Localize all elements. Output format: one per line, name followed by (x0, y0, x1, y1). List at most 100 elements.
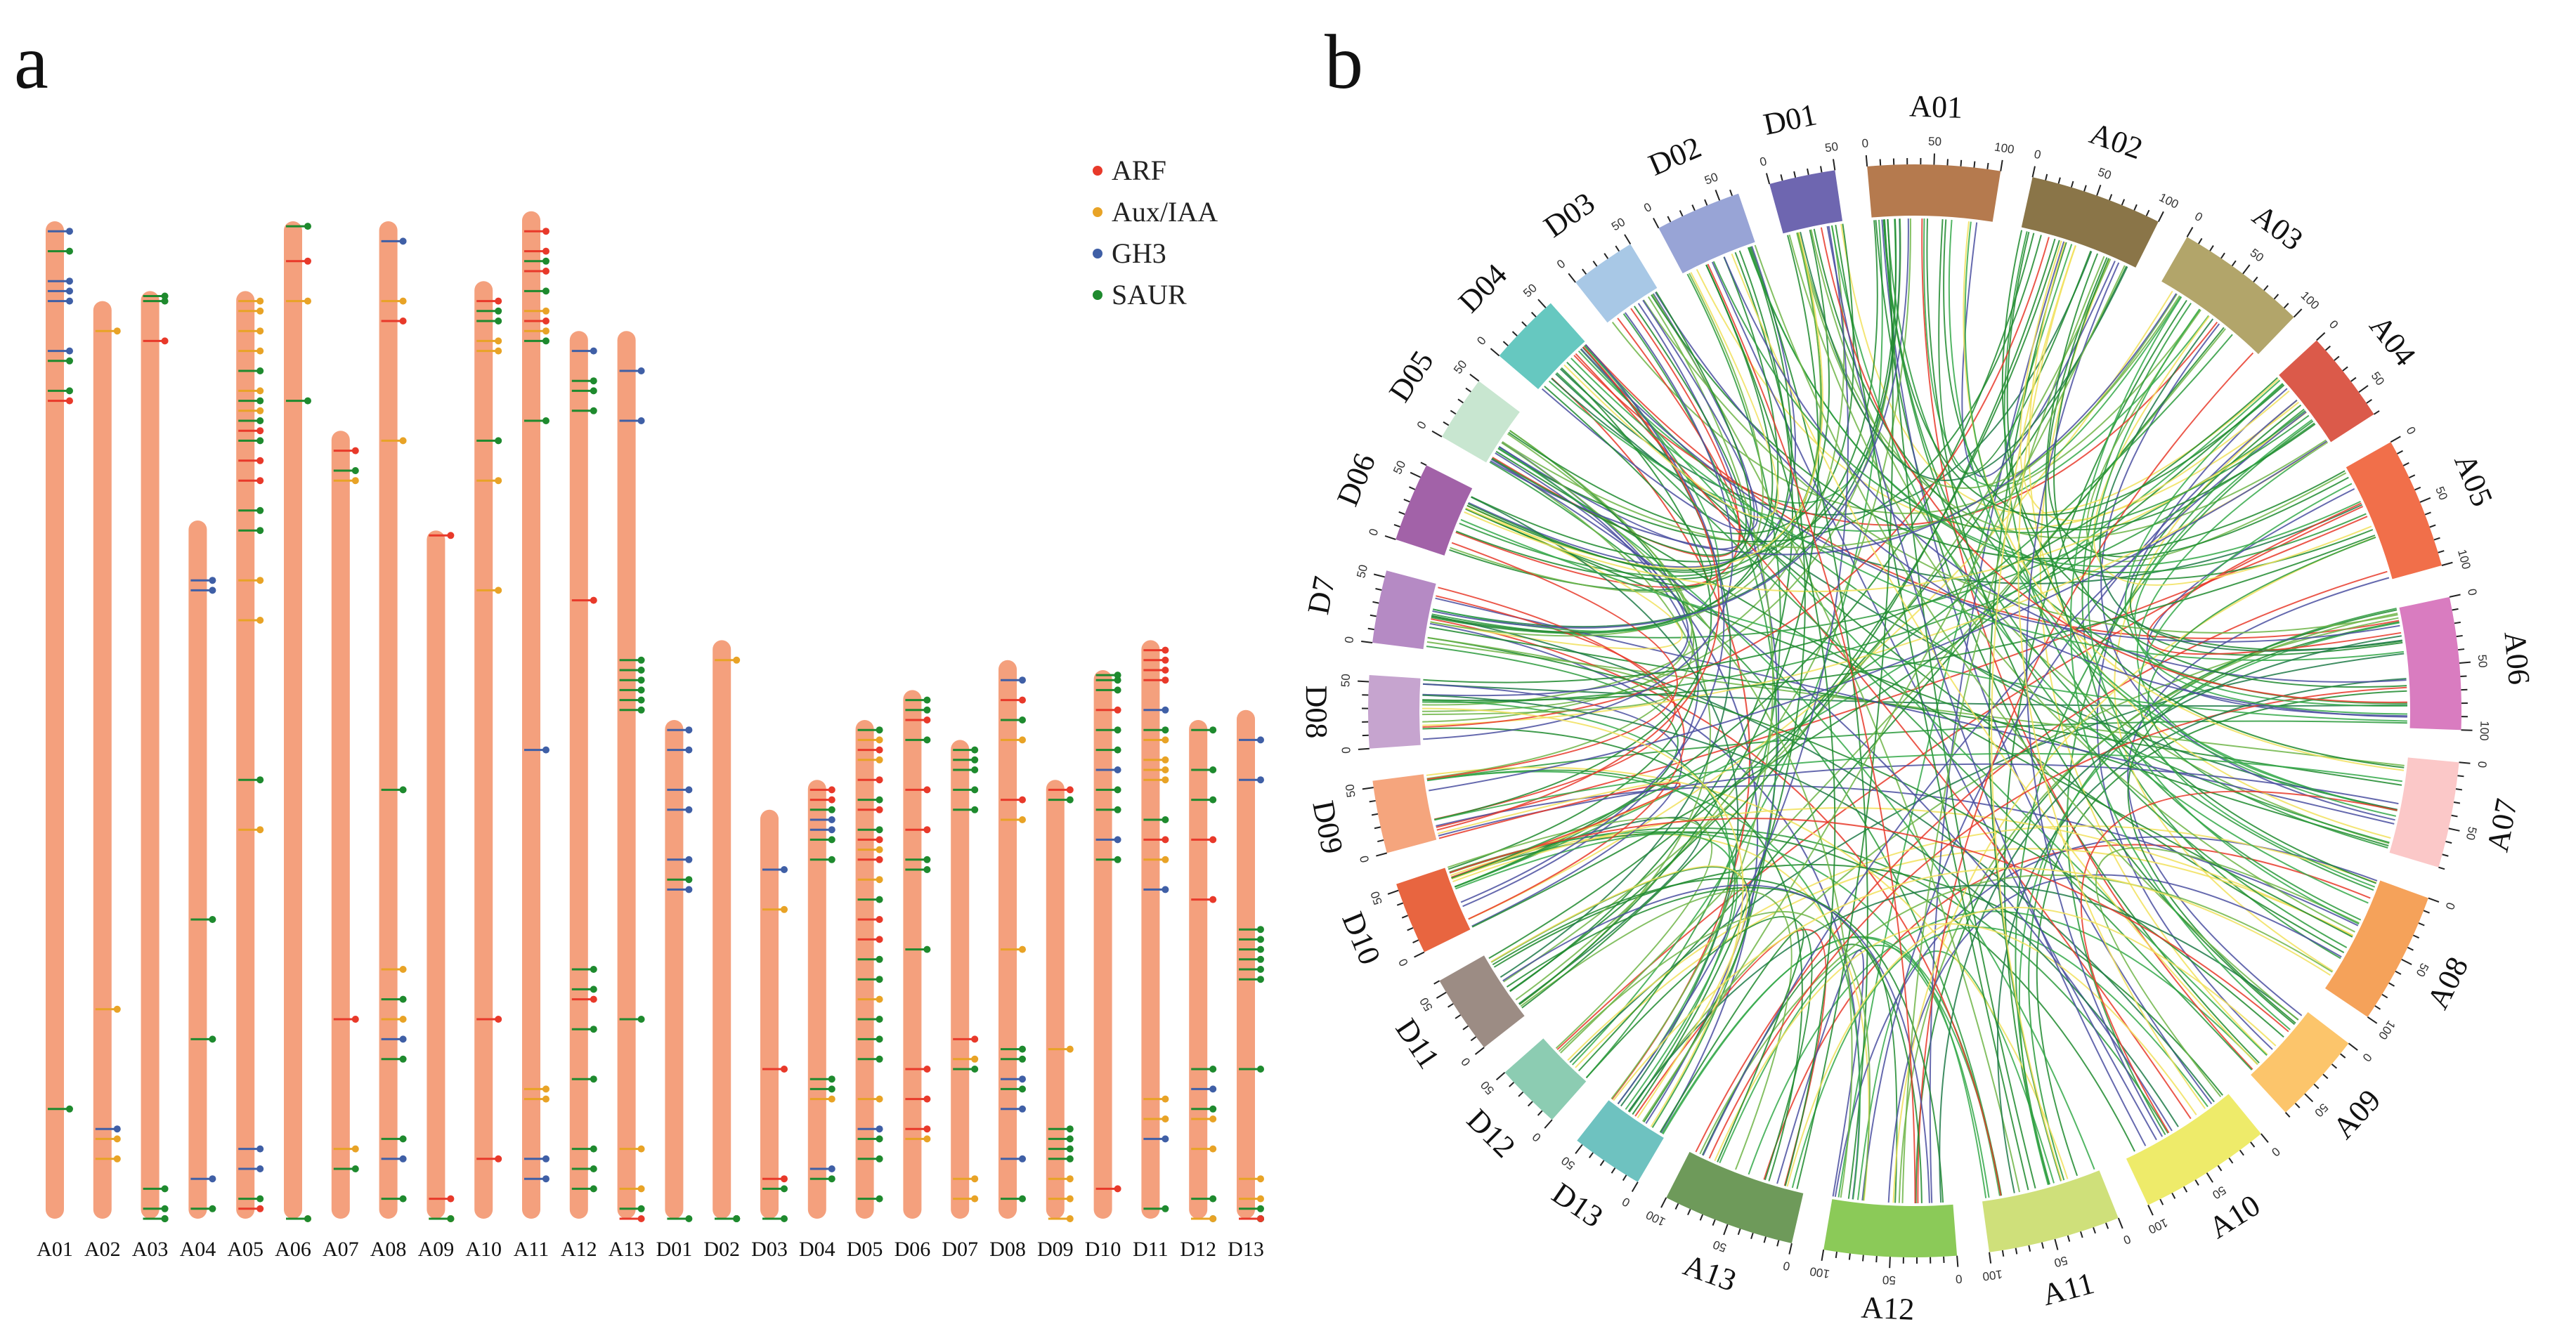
gene-marker-gh3 (48, 347, 73, 355)
segment-tick (2093, 1227, 2096, 1234)
segment-arc (1577, 1100, 1664, 1182)
synteny-link (1438, 587, 1685, 920)
gene-dot (1066, 1215, 1074, 1222)
gene-marker-aux-iaa (333, 1145, 359, 1153)
gene-dot (923, 716, 931, 724)
gene-dot (66, 228, 73, 235)
synteny-link (1438, 782, 1681, 878)
chromosome-label: D02 (703, 1238, 740, 1261)
segment-tick (1763, 1236, 1767, 1243)
gene-marker-saur (1239, 936, 1264, 943)
chromosome-label: A02 (84, 1238, 121, 1261)
gene-marker-gh3 (238, 1165, 264, 1172)
segment-tick (1393, 523, 1400, 528)
gene-marker-saur (48, 387, 73, 395)
segment-tick (2028, 1245, 2031, 1252)
chromosome-label: A05 (227, 1238, 264, 1261)
gene-marker-saur (524, 417, 549, 424)
gene-marker-saur (190, 916, 216, 923)
panel-a: a A01 A02 A03 A04 A05 A06 A07 A08 A09 A10 A11 A12 A1… (14, 19, 1264, 1261)
synteny-link (1492, 877, 1923, 1203)
segment-tick-label: 50 (1711, 1238, 1728, 1255)
chromosome-label: A07 (323, 1238, 359, 1261)
gene-dot (209, 587, 216, 594)
gene-dot (876, 876, 883, 884)
chromosome-d09: D09 (1037, 780, 1074, 1261)
chromosome-bar (617, 331, 636, 1219)
chromosome-label: A03 (132, 1238, 169, 1261)
synteny-link (1883, 219, 2348, 948)
segment-tick (2183, 1186, 2188, 1193)
chromosome-bar (569, 331, 588, 1219)
gene-dot (1019, 716, 1026, 724)
gene-marker-aux-iaa (333, 477, 359, 485)
segment-label: D10 (1335, 907, 1387, 969)
segment-tick-label: 0 (2033, 148, 2042, 162)
gene-marker-saur (190, 1205, 216, 1212)
gene-dot (971, 1035, 979, 1043)
segment-arc (1658, 193, 1755, 274)
synteny-link (1422, 422, 2315, 703)
gene-dot (1209, 836, 1217, 844)
gene-dot (399, 297, 407, 305)
gene-dot (923, 866, 931, 873)
gene-dot (304, 297, 311, 305)
gene-marker-gh3 (190, 1175, 216, 1183)
segment-tick (2374, 1005, 2381, 1010)
chromosome-bar (188, 521, 207, 1219)
chromosome-bar (46, 221, 64, 1219)
gene-dot (1209, 1215, 1217, 1222)
gene-dot (828, 1075, 835, 1083)
gene-marker-arf (1143, 656, 1169, 664)
synteny-link (1754, 244, 2299, 1021)
gene-dot (66, 347, 73, 355)
chromosome-bar (1141, 640, 1160, 1219)
synteny-link (2093, 315, 2372, 586)
segment-a02: 0 50 100 A02 (2021, 116, 2180, 268)
segment-tick (2070, 181, 2074, 188)
gene-marker-saur (667, 1215, 693, 1222)
gene-dot (161, 1205, 169, 1212)
segment-tick-label: 50 (2096, 165, 2113, 182)
segment-tick (1704, 199, 1708, 206)
gene-marker-saur (857, 1135, 883, 1143)
gene-dot (828, 826, 835, 834)
synteny-link (1938, 219, 2092, 474)
chromosome-label: A11 (514, 1238, 549, 1261)
gene-dot (351, 1016, 359, 1023)
gene-marker-arf (905, 786, 931, 794)
gene-dot (1162, 836, 1169, 844)
gene-dot (304, 397, 311, 405)
gene-dot (685, 876, 693, 884)
segment-arc (2161, 237, 2294, 355)
gene-dot (876, 1135, 883, 1143)
segment-tick (2424, 511, 2431, 516)
segment-tick (2428, 897, 2440, 903)
chromosome-label: A09 (418, 1238, 455, 1261)
gene-dot (1209, 1085, 1217, 1093)
gene-marker-gh3 (381, 1035, 407, 1043)
synteny-link (2047, 257, 2349, 558)
segment-tick (2220, 252, 2225, 259)
gene-marker-saur (1239, 1205, 1264, 1212)
synteny-link (1551, 378, 2363, 584)
segment-label: D01 (1760, 97, 1819, 142)
segment-label: A10 (2203, 1188, 2266, 1245)
gene-dot (876, 856, 883, 863)
gene-marker-saur (619, 656, 645, 664)
gene-dot (876, 846, 883, 853)
segment-arc (1867, 164, 2001, 222)
segment-tick (1530, 311, 1537, 317)
segment-tick-label: 50 (2414, 961, 2432, 978)
gene-marker-saur (571, 1145, 597, 1153)
gene-dot (399, 1016, 407, 1023)
gene-dot (923, 856, 931, 863)
synteny-link (1434, 367, 1712, 820)
gene-marker-gh3 (190, 577, 216, 584)
gene-marker-saur (429, 1215, 455, 1222)
synteny-link (1884, 219, 2036, 1189)
gene-marker-aux-iaa (1239, 1175, 1264, 1183)
gene-dot (590, 1026, 597, 1033)
gene-marker-arf (48, 397, 73, 405)
